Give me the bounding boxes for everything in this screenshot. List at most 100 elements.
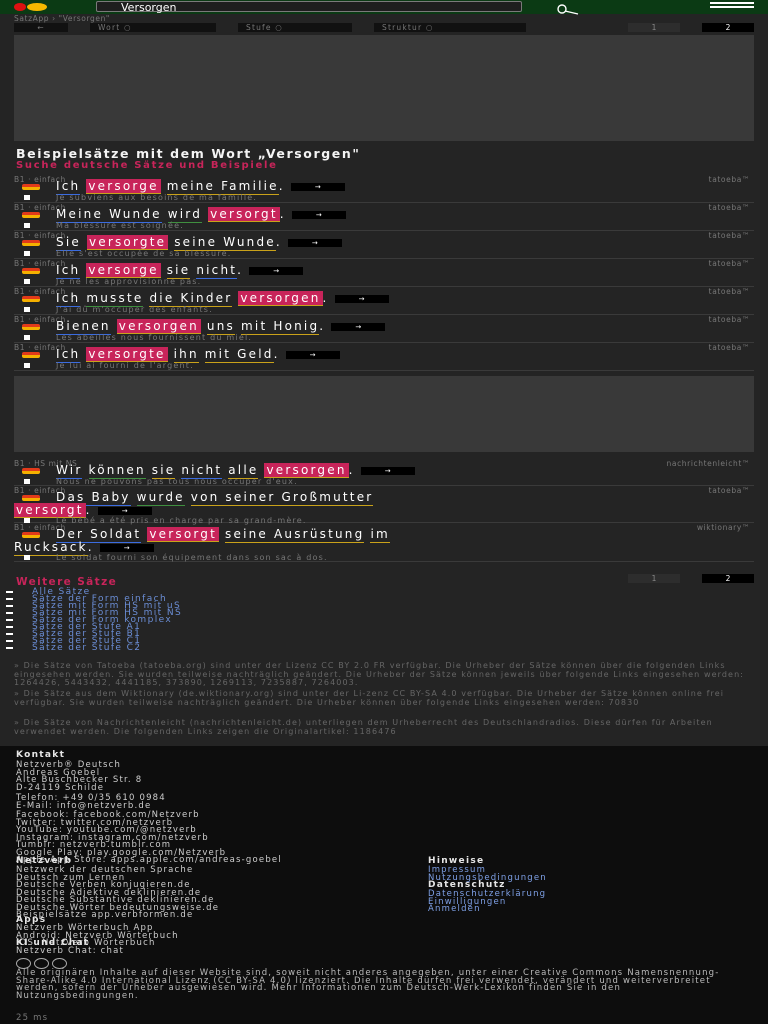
footer-link[interactable]: Anmelden <box>428 904 481 914</box>
more-link[interactable]: Sätze der Stufe C1 <box>6 637 182 646</box>
footer-link[interactable]: Nutzungsbedingungen <box>428 872 547 883</box>
highlighted-word[interactable]: versorgen <box>116 319 201 334</box>
footer-link[interactable]: Android: Netzverb Wörterbuch <box>16 930 179 941</box>
german-sentence[interactable]: Ich versorge sie nicht. → <box>56 263 304 279</box>
sentence-word[interactable]: . <box>237 263 244 277</box>
sentence-source[interactable]: tatoeba™ <box>708 203 750 212</box>
highlighted-word[interactable]: versorgte <box>86 235 169 250</box>
translate-arrow-button[interactable]: → <box>331 322 386 331</box>
hamburger-menu-icon[interactable] <box>710 2 754 12</box>
sentence-word[interactable]: Ich <box>56 263 81 279</box>
footer-link[interactable]: Deutsche Substantive deklinieren.de <box>16 895 215 905</box>
footer-link[interactable]: Deutsche Adjektive deklinieren.de <box>16 887 202 898</box>
sentence-word[interactable]: . <box>322 291 329 305</box>
sentence-word[interactable]: wurde <box>136 490 185 506</box>
sentence-word[interactable]: . <box>87 540 94 554</box>
sentence-word[interactable]: Der Soldat <box>56 527 142 543</box>
footer-link[interactable]: Netzverb Chat: chat <box>16 946 125 956</box>
footer-link[interactable]: iOS: Netzverb Wörterbuch <box>16 938 156 948</box>
footer-link[interactable]: Datenschutzerklärung <box>428 889 547 899</box>
footer-link[interactable]: Deutsch zum Lernen <box>16 872 126 883</box>
footer-link[interactable]: Beispielsätze app.verbformen.de <box>16 910 194 920</box>
sentence-word[interactable]: . <box>348 463 355 477</box>
sentence-word[interactable]: alle <box>228 463 259 479</box>
sentence-word[interactable]: Bienen <box>56 319 111 335</box>
social-link[interactable]: Twitter: twitter.com/netzverb <box>16 817 174 828</box>
translate-arrow-button[interactable]: → <box>360 466 415 475</box>
german-sentence[interactable]: Bienen versorgen uns mit Honig. → <box>56 319 386 335</box>
page-1-button[interactable]: 1 <box>628 574 680 583</box>
sentence-word[interactable]: . <box>319 319 326 333</box>
sentence-word[interactable]: Ich <box>56 347 81 363</box>
breadcrumb[interactable]: SatzApp › "Versorgen" <box>14 14 110 23</box>
german-sentence[interactable]: Wir können sie nicht alle versorgen. → <box>56 463 415 479</box>
sentence-source[interactable]: tatoeba™ <box>708 287 750 296</box>
page-2-button[interactable]: 2 <box>702 23 754 32</box>
netzverb-logo-icon[interactable] <box>14 3 48 11</box>
more-link[interactable]: Sätze der Stufe A1 <box>6 623 182 632</box>
sentence-word[interactable]: . <box>85 503 92 517</box>
struktur-toggle[interactable]: Struktur ○ <box>374 23 526 32</box>
social-link[interactable]: Facebook: facebook.com/Netzverb <box>16 810 200 820</box>
more-link[interactable]: Alle Sätze <box>6 588 182 597</box>
sentence-source[interactable]: tatoeba™ <box>708 175 750 184</box>
sentence-source[interactable]: tatoeba™ <box>708 315 750 324</box>
translate-arrow-button[interactable]: → <box>99 543 154 552</box>
footer-link[interactable]: Impressum <box>428 865 487 875</box>
more-link[interactable]: Sätze der Stufe C2 <box>6 644 182 653</box>
german-sentence[interactable]: Sie versorgte seine Wunde. → <box>56 235 342 251</box>
sentence-word[interactable]: ihn <box>173 347 199 363</box>
sentence-source[interactable]: wiktionary™ <box>696 523 750 532</box>
sentence-word[interactable]: seine Ausrüstung <box>225 527 365 543</box>
highlighted-word[interactable]: versorgt <box>208 207 280 222</box>
sentence-word[interactable]: sie <box>151 463 176 479</box>
sentence-word[interactable]: seine Wunde <box>174 235 276 251</box>
highlighted-word[interactable]: versorge <box>86 179 161 194</box>
sentence-word[interactable]: können <box>88 463 146 479</box>
translate-arrow-button[interactable]: → <box>285 350 340 359</box>
social-link[interactable]: Apple App Store: apps.apple.com/andreas-… <box>16 855 282 865</box>
social-link[interactable]: Instagram: instagram.com/netzverb <box>16 832 209 843</box>
highlighted-word[interactable]: versorgen <box>264 463 349 478</box>
sentence-source[interactable]: tatoeba™ <box>708 231 750 240</box>
sentence-word[interactable]: Sie <box>56 235 81 251</box>
sentence-word[interactable]: die Kinder <box>149 291 233 307</box>
sentence-word[interactable]: mit Honig <box>241 319 320 335</box>
sentence-word[interactable]: . <box>279 207 286 221</box>
more-link[interactable]: Sätze der Form einfach <box>6 595 182 604</box>
more-link[interactable]: Sätze der Form komplex <box>6 616 182 625</box>
translate-arrow-button[interactable]: → <box>334 294 389 303</box>
sentence-word[interactable]: Ich <box>56 291 81 307</box>
german-sentence[interactable]: Ich versorgte ihn mit Geld. → <box>56 347 340 363</box>
sentence-word[interactable]: musste <box>86 291 144 307</box>
footer-link[interactable]: Deutsche Wörter bedeutungsweise.de <box>16 902 220 913</box>
footer-email[interactable]: E-Mail: info@netzverb.de <box>16 801 152 811</box>
page-1-button[interactable]: 1 <box>628 23 680 32</box>
german-sentence[interactable]: Der Soldat versorgt seine Ausrüstung im <box>56 527 390 543</box>
sentence-word[interactable]: . <box>275 235 282 249</box>
more-link[interactable]: Sätze mit Form HS mit NS <box>6 609 182 618</box>
footer-link[interactable]: Netzverb Wörterbuch App <box>16 923 154 933</box>
sentence-word[interactable]: sie <box>166 263 191 279</box>
back-button[interactable]: ← <box>14 23 68 32</box>
footer-link[interactable]: Netzwerk der deutschen Sprache <box>16 865 194 875</box>
search-input[interactable]: Versorgen <box>96 1 522 13</box>
sentence-word[interactable]: nicht <box>181 463 223 479</box>
german-sentence[interactable]: Ich musste die Kinder versorgen. → <box>56 291 389 307</box>
german-sentence[interactable]: Ich versorge meine Familie. → <box>56 179 345 195</box>
sentence-source[interactable]: nachrichtenleicht™ <box>666 459 750 468</box>
translate-arrow-button[interactable]: → <box>249 266 304 275</box>
footer-link[interactable]: Einwilligungen <box>428 896 507 907</box>
sentence-word[interactable]: Wir <box>56 463 83 479</box>
sentence-word[interactable]: . <box>278 179 285 193</box>
german-sentence-continued[interactable]: versorgt. → <box>14 503 152 518</box>
sentence-word[interactable]: von seiner Großmutter <box>190 490 374 506</box>
sentence-word[interactable]: Das Baby <box>56 490 131 506</box>
highlighted-word[interactable]: versorgte <box>86 347 168 362</box>
more-link[interactable]: Sätze mit Form HS mit uS <box>6 602 182 611</box>
sentence-word[interactable]: nicht <box>196 263 238 279</box>
search-icon[interactable] <box>540 1 582 15</box>
social-link[interactable]: Google Play: play.google.com/Netzverb <box>16 847 227 858</box>
translate-arrow-button[interactable]: → <box>287 238 342 247</box>
wort-toggle[interactable]: Wort ○ <box>90 23 216 32</box>
